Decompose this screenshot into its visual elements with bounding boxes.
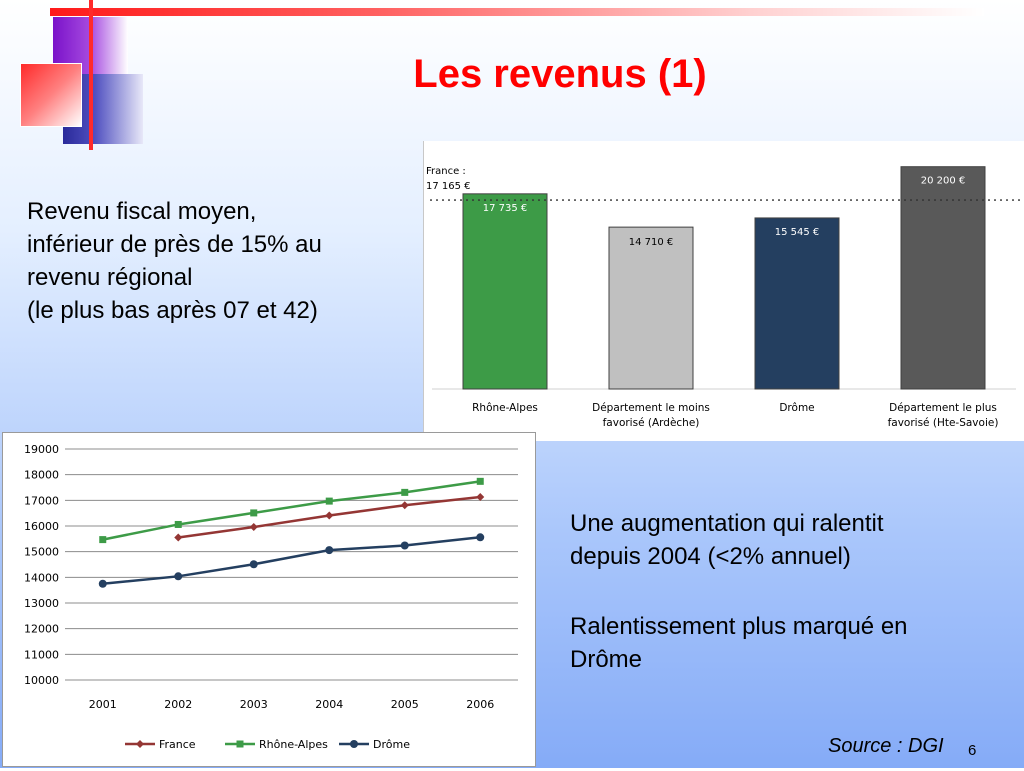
data-point bbox=[99, 536, 107, 544]
line-chart-panel: 10000 11000 12000 13000 14000 15000 16000 17000… bbox=[2, 432, 536, 767]
legend-label: Rhône-Alpes bbox=[259, 738, 328, 751]
bar-category-label: favorisé (Hte-Savoie) bbox=[888, 417, 999, 429]
y-tick-label: 12000 bbox=[24, 623, 59, 636]
y-tick-label: 10000 bbox=[24, 674, 59, 687]
bar-value-label: 20 200 € bbox=[921, 176, 966, 187]
y-tick-label: 13000 bbox=[24, 597, 59, 610]
bar-category-label: Drôme bbox=[779, 402, 814, 414]
bar-value-label: 15 545 € bbox=[775, 227, 820, 238]
bar bbox=[608, 226, 694, 390]
data-point bbox=[98, 579, 107, 588]
data-point bbox=[476, 492, 485, 501]
left-text-line: (le plus bas après 07 et 42) bbox=[27, 297, 318, 324]
x-tick-label: 2005 bbox=[391, 698, 419, 711]
bar-category-label: Département le moins bbox=[592, 402, 710, 414]
data-point bbox=[249, 523, 258, 532]
data-point bbox=[174, 520, 182, 528]
data-point bbox=[325, 546, 334, 555]
x-tick-label: 2003 bbox=[240, 698, 268, 711]
bar-category-label: Rhône-Alpes bbox=[472, 402, 538, 414]
series-line bbox=[102, 536, 481, 585]
data-point bbox=[174, 572, 183, 581]
reference-line-label: 17 165 € bbox=[426, 181, 471, 192]
x-tick-label: 2004 bbox=[315, 698, 343, 711]
legend-label: France bbox=[159, 738, 196, 751]
line-chart: 10000 11000 12000 13000 14000 15000 16000 17000… bbox=[24, 443, 518, 751]
data-point bbox=[174, 533, 183, 542]
right-text-line: Ralentissement plus marqué en bbox=[570, 613, 908, 640]
data-point bbox=[325, 497, 333, 505]
x-tick-label: 2002 bbox=[164, 698, 192, 711]
x-tick-label: 2001 bbox=[89, 698, 117, 711]
bar-category-label: Département le plus bbox=[889, 402, 997, 414]
right-text-line bbox=[570, 573, 990, 610]
bar-value-label: 17 735 € bbox=[483, 203, 528, 214]
bar-chart-panel: 17 735 € Rhône-Alpes 14 710 € Département l… bbox=[423, 141, 1024, 441]
data-point bbox=[400, 501, 409, 510]
y-tick-label: 16000 bbox=[24, 520, 59, 533]
right-text-line: Une augmentation qui ralentit bbox=[570, 510, 884, 537]
logo-square-red bbox=[20, 63, 82, 127]
bar-category-label: favorisé (Ardèche) bbox=[603, 417, 700, 429]
y-tick-label: 14000 bbox=[24, 571, 59, 584]
legend-marker bbox=[350, 740, 358, 748]
slide-title: Les revenus (1) bbox=[413, 52, 707, 96]
series-line bbox=[102, 480, 481, 541]
data-point bbox=[325, 511, 334, 520]
bar bbox=[754, 217, 840, 390]
title-accent-bar bbox=[50, 8, 984, 16]
bar bbox=[900, 166, 986, 390]
y-tick-label: 17000 bbox=[24, 494, 59, 507]
data-point bbox=[249, 560, 258, 569]
y-tick-label: 15000 bbox=[24, 546, 59, 559]
left-text-line: Revenu fiscal moyen, bbox=[27, 198, 257, 225]
data-point bbox=[400, 541, 409, 550]
bar-value-label: 14 710 € bbox=[629, 237, 674, 248]
legend-label: Drôme bbox=[373, 738, 410, 751]
right-text-line: Drôme bbox=[570, 646, 643, 673]
legend-marker bbox=[136, 740, 144, 748]
y-tick-label: 18000 bbox=[24, 469, 59, 482]
reference-line-label: France : bbox=[426, 166, 466, 177]
data-point bbox=[476, 477, 484, 485]
right-text-line: depuis 2004 (<2% annuel) bbox=[570, 543, 851, 570]
left-text-line: inférieur de près de 15% au bbox=[27, 231, 322, 258]
bar bbox=[462, 193, 548, 390]
data-point bbox=[401, 488, 409, 496]
page-number: 6 bbox=[968, 742, 977, 759]
source-note: Source : DGI bbox=[828, 735, 944, 757]
right-text-block: Une augmentation qui ralentit depuis 200… bbox=[570, 507, 990, 676]
x-tick-label: 2006 bbox=[466, 698, 494, 711]
left-text-block: Revenu fiscal moyen, inférieur de près d… bbox=[27, 195, 397, 327]
logo-vertical-line bbox=[89, 0, 93, 150]
left-text-line: revenu régional bbox=[27, 264, 193, 291]
y-tick-label: 11000 bbox=[24, 648, 59, 661]
y-tick-label: 19000 bbox=[24, 443, 59, 456]
bar-chart: 17 735 € Rhône-Alpes 14 710 € Département l… bbox=[426, 166, 1020, 429]
data-point bbox=[476, 533, 485, 542]
data-point bbox=[250, 509, 258, 517]
legend-marker bbox=[236, 740, 244, 748]
